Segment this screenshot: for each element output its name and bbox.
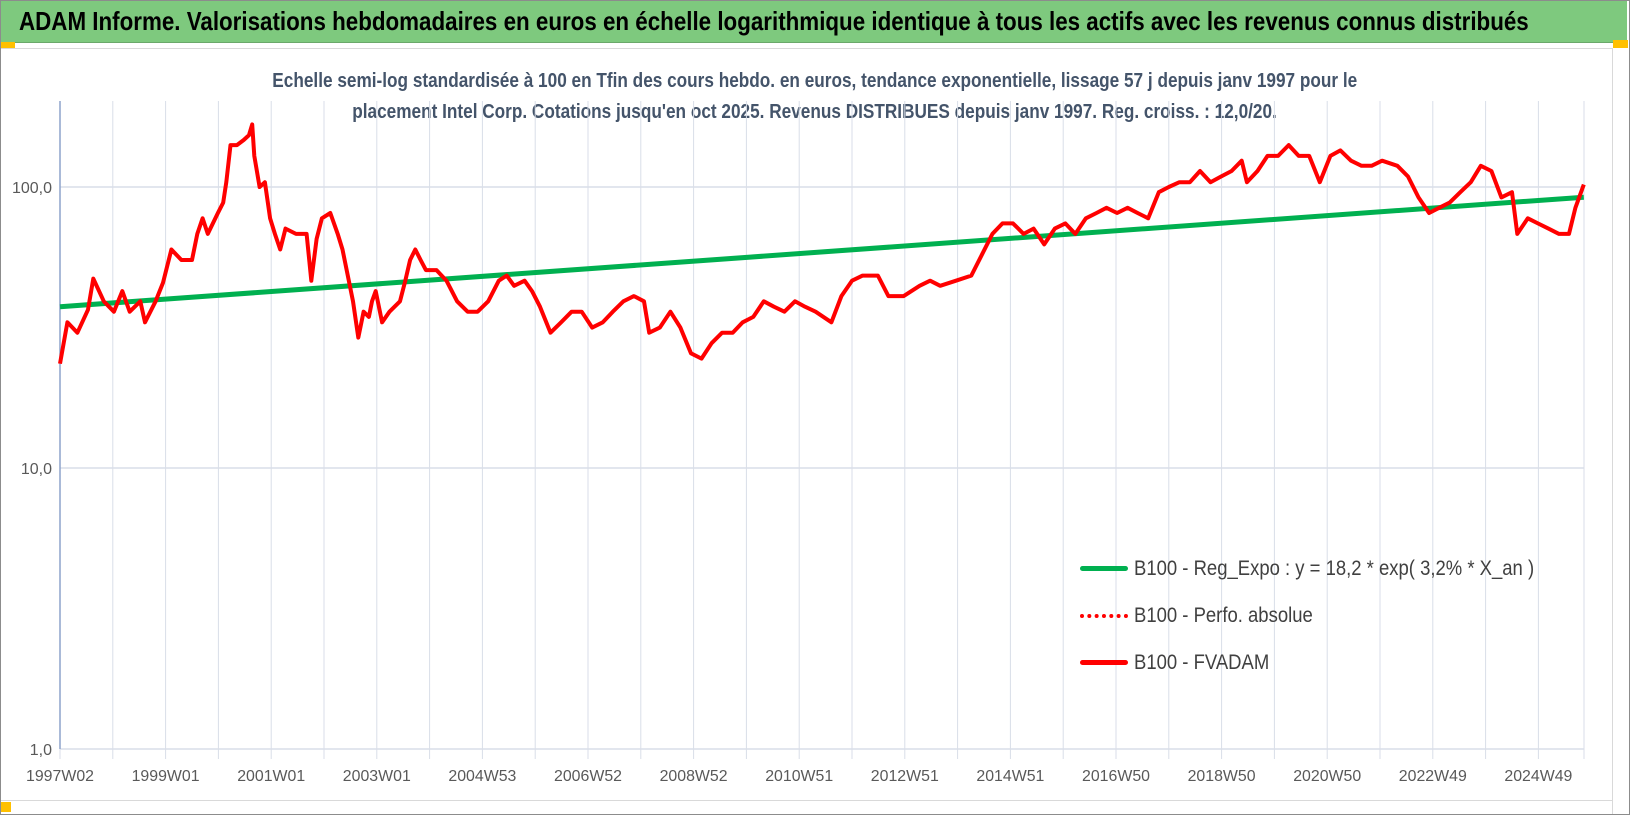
x-tick-label: 2008W52 bbox=[660, 768, 728, 785]
x-tick-label: 2020W50 bbox=[1293, 768, 1361, 785]
subtitle-text: placement Intel Corp. Cotations jusqu'en… bbox=[352, 101, 1278, 123]
x-tick-label: 1999W01 bbox=[132, 768, 200, 785]
divider bbox=[1612, 48, 1613, 814]
divider bbox=[1, 800, 1613, 801]
y-tick-label: 100,0 bbox=[12, 180, 52, 197]
legend-swatch-red-line bbox=[1080, 660, 1128, 665]
x-tick-label: 2016W50 bbox=[1082, 768, 1150, 785]
legend-label: B100 - Perfo. absolue bbox=[1134, 603, 1313, 627]
legend-item-perfo-absolue: B100 - Perfo. absolue bbox=[1080, 592, 1589, 639]
legend-item-fvadam: B100 - FVADAM bbox=[1080, 639, 1589, 686]
x-tick-label: 2024W49 bbox=[1504, 768, 1572, 785]
x-tick-label: 2014W51 bbox=[976, 768, 1044, 785]
chart-subtitle-line-2: placement Intel Corp. Cotations jusqu'en… bbox=[0, 101, 1630, 124]
subtitle-text: Echelle semi-log standardisée à 100 en T… bbox=[272, 70, 1358, 92]
x-tick-label: 2018W50 bbox=[1188, 768, 1256, 785]
legend-swatch-green-line bbox=[1080, 566, 1128, 571]
legend-label: B100 - Reg_Expo : y = 18,2 * exp( 3,2% *… bbox=[1134, 556, 1535, 580]
page-title: ADAM Informe. Valorisations hebdomadaire… bbox=[19, 6, 1529, 36]
selection-marker bbox=[1, 802, 11, 812]
x-tick-label: 2003W01 bbox=[343, 768, 411, 785]
chart-subtitle-line-1: Echelle semi-log standardisée à 100 en T… bbox=[0, 70, 1630, 93]
divider bbox=[1, 48, 1613, 49]
x-tick-label: 2010W51 bbox=[765, 768, 833, 785]
x-tick-label: 2006W52 bbox=[554, 768, 622, 785]
x-tick-label: 2004W53 bbox=[448, 768, 516, 785]
series-line-fvadam bbox=[58, 122, 1586, 365]
y-tick-label: 10,0 bbox=[21, 461, 52, 478]
x-tick-label: 2001W01 bbox=[237, 768, 305, 785]
x-tick-label: 2012W51 bbox=[871, 768, 939, 785]
x-tick-label: 1997W02 bbox=[26, 768, 94, 785]
legend-swatch-red-dotted bbox=[1080, 613, 1128, 618]
series-line-regression bbox=[59, 194, 1584, 310]
x-tick-label: 2022W49 bbox=[1399, 768, 1467, 785]
chart-legend: B100 - Reg_Expo : y = 18,2 * exp( 3,2% *… bbox=[1080, 545, 1589, 686]
selection-marker bbox=[1, 42, 15, 49]
legend-label: B100 - FVADAM bbox=[1134, 650, 1270, 674]
selection-marker bbox=[1613, 40, 1628, 48]
title-bar: ADAM Informe. Valorisations hebdomadaire… bbox=[1, 1, 1627, 43]
legend-item-regression: B100 - Reg_Expo : y = 18,2 * exp( 3,2% *… bbox=[1080, 545, 1589, 592]
y-tick-label: 1,0 bbox=[30, 742, 52, 759]
